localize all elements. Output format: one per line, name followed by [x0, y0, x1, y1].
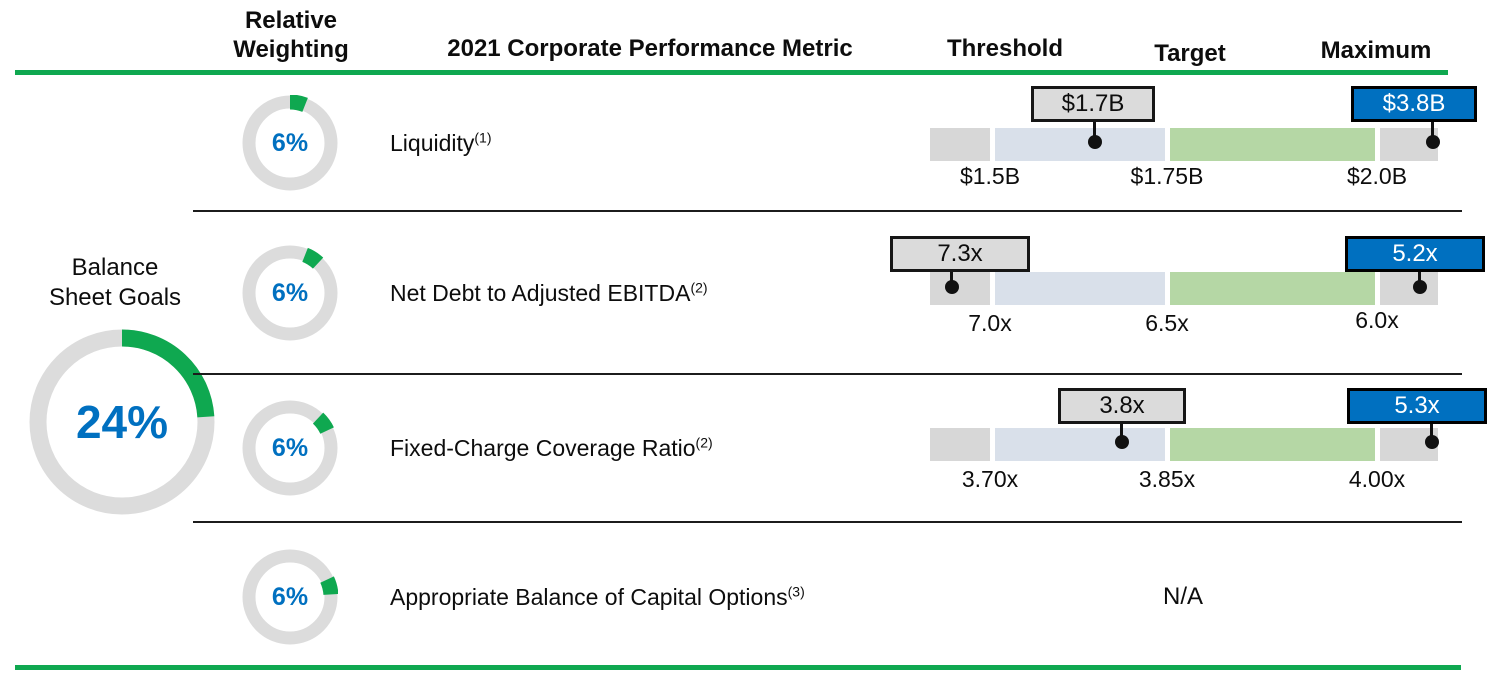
- group-weight-donut: 24%: [29, 329, 215, 515]
- row-liquidity-blue-connector: [1431, 122, 1434, 137]
- row-fixedcharge-footnote: (2): [695, 434, 713, 451]
- row-netdebt-donut-track: [242, 245, 338, 341]
- row-liquidity-gray-marker-dot: [1088, 135, 1102, 149]
- row-liquidity-weight-value: 6%: [271, 128, 309, 157]
- row-netdebt-segment-target-maximum: [1170, 272, 1375, 305]
- row-liquidity-gray-connector: [1093, 122, 1096, 137]
- row-capitaloptions-donut-svg: [242, 549, 338, 645]
- row-netdebt-maximum-tick: 6.0x: [1355, 307, 1399, 333]
- row-liquidity-segment-target-maximum: [1170, 128, 1375, 161]
- row-netdebt-blue-marker-dot: [1413, 280, 1427, 294]
- row-netdebt-metric-label: Net Debt to Adjusted EBITDA(2): [390, 279, 708, 307]
- row-fixedcharge-weight-value: 6%: [271, 433, 309, 462]
- row-liquidity-donut-wedge: [242, 95, 338, 191]
- row-capitaloptions-na-value: N/A: [1162, 583, 1203, 610]
- row-netdebt-target-tick: 6.5x: [1145, 310, 1189, 336]
- row-liquidity-segment-below-threshold: [930, 128, 990, 161]
- row-fixedcharge-target-tick: 3.85x: [1138, 466, 1196, 492]
- row-fixedcharge-metric-text: Fixed-Charge Coverage Ratio: [390, 435, 696, 461]
- row-liquidity-threshold-tick: $1.5B: [959, 163, 1021, 189]
- top-green-rule: [15, 70, 1448, 75]
- row-fixedcharge-blue-callout: 5.3x: [1347, 388, 1487, 424]
- row-divider-1: [193, 210, 1462, 212]
- row-netdebt-donut-svg: [242, 245, 338, 341]
- row-capitaloptions-donut-track: [242, 549, 338, 645]
- row-liquidity-segment-threshold-target: [995, 128, 1165, 161]
- row-netdebt-footnote: (2): [690, 279, 708, 296]
- row-netdebt-weight-value: 6%: [271, 278, 309, 307]
- row-liquidity-metric-text: Liquidity: [390, 130, 475, 156]
- row-netdebt-gray-marker-dot: [945, 280, 959, 294]
- row-liquidity-target-tick: $1.75B: [1130, 163, 1204, 189]
- row-fixedcharge-metric-label: Fixed-Charge Coverage Ratio(2): [390, 434, 713, 462]
- row-fixedcharge-gray-marker-dot: [1115, 435, 1129, 449]
- row-netdebt-weight-donut: 6%: [242, 245, 338, 341]
- column-header-target: Target: [1154, 40, 1226, 67]
- row-fixedcharge-weight-donut: 6%: [242, 400, 338, 496]
- row-capitaloptions-metric-label: Appropriate Balance of Capital Options(3…: [390, 583, 805, 611]
- group-label: Balance Sheet Goals: [10, 253, 220, 313]
- row-fixedcharge-segment-threshold-target: [995, 428, 1165, 461]
- column-header-metric: 2021 Corporate Performance Metric: [447, 35, 853, 62]
- row-fixedcharge-threshold-tick: 3.70x: [961, 466, 1019, 492]
- row-liquidity-maximum-tick: $2.0B: [1346, 163, 1408, 189]
- row-liquidity-gray-callout: $1.7B: [1031, 86, 1155, 122]
- row-netdebt-blue-connector: [1418, 272, 1421, 282]
- row-fixedcharge-maximum-tick: 4.00x: [1348, 466, 1406, 492]
- row-capitaloptions-weight-value: 6%: [271, 582, 309, 611]
- bottom-green-rule: [15, 665, 1461, 670]
- row-netdebt-gray-callout: 7.3x: [890, 236, 1030, 272]
- row-fixedcharge-segment-below-threshold: [930, 428, 990, 461]
- row-divider-2: [193, 373, 1462, 375]
- group-label-line1: Balance: [71, 254, 159, 281]
- group-weight-donut-svg: [29, 329, 215, 515]
- row-fixedcharge-gray-callout: 3.8x: [1058, 388, 1186, 424]
- row-netdebt-metric-text: Net Debt to Adjusted EBITDA: [390, 280, 691, 306]
- row-netdebt-segment-threshold-target: [995, 272, 1165, 305]
- row-divider-3: [193, 521, 1462, 523]
- row-liquidity-blue-callout: $3.8B: [1351, 86, 1477, 122]
- row-fixedcharge-blue-connector: [1430, 424, 1433, 437]
- row-fixedcharge-gray-connector: [1120, 424, 1123, 437]
- column-header-relative-weighting-line2: Weighting: [233, 36, 349, 63]
- row-liquidity-weight-donut: 6%: [242, 95, 338, 191]
- row-fixedcharge-blue-marker-dot: [1425, 435, 1439, 449]
- row-capitaloptions-footnote: (3): [787, 583, 805, 600]
- row-liquidity-metric-label: Liquidity(1): [390, 129, 492, 157]
- row-capitaloptions-metric-text: Appropriate Balance of Capital Options: [390, 584, 788, 610]
- group-label-line2: Sheet Goals: [48, 284, 182, 311]
- row-netdebt-segment-below-threshold: [930, 272, 990, 305]
- column-header-maximum: Maximum: [1320, 37, 1432, 64]
- row-liquidity-donut-svg: [242, 95, 338, 191]
- row-netdebt-gray-connector: [950, 272, 953, 282]
- group-weight-value: 24%: [75, 396, 169, 448]
- row-netdebt-threshold-tick: 7.0x: [968, 310, 1012, 336]
- row-liquidity-blue-marker-dot: [1426, 135, 1440, 149]
- column-header-relative-weighting-line1: Relative: [244, 7, 338, 34]
- row-fixedcharge-donut-track: [242, 400, 338, 496]
- row-netdebt-blue-callout: 5.2x: [1345, 236, 1485, 272]
- row-fixedcharge-segment-target-maximum: [1170, 428, 1375, 461]
- group-donut-wedge: [29, 329, 215, 515]
- row-capitaloptions-weight-donut: 6%: [242, 549, 338, 645]
- row-netdebt-donut-wedge: [242, 245, 338, 341]
- row-fixedcharge-donut-svg: [242, 400, 338, 496]
- row-netdebt-segment-above-maximum: [1380, 272, 1438, 305]
- column-header-threshold: Threshold: [946, 35, 1063, 62]
- column-header-relative-weighting: Relative Weighting: [185, 6, 397, 64]
- row-liquidity-footnote: (1): [474, 129, 492, 146]
